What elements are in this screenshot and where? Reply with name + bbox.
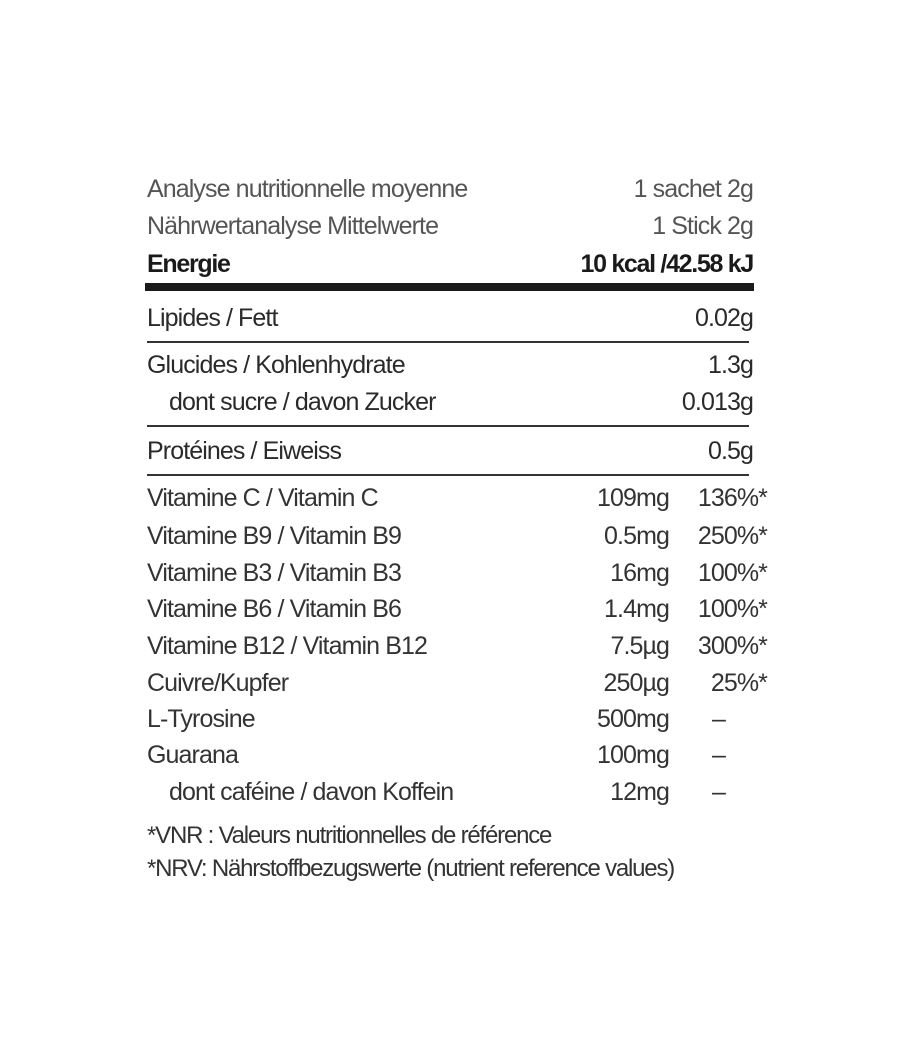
- micro-amount: 500mg: [597, 705, 670, 733]
- footnote-nrv: *NRV: Nährstoffbezugswerte (nutrient ref…: [147, 855, 675, 882]
- divider: [147, 341, 749, 343]
- divider: [147, 425, 749, 427]
- micro-row: Cuivre/Kupfer 250µg 25%*: [147, 666, 768, 700]
- micro-row: Vitamine C / Vitamin C 109mg 136%*: [147, 481, 768, 515]
- serving-size: 1 sachet 2g: [633, 175, 754, 203]
- micro-nrv: 25%*: [710, 669, 768, 697]
- nutrient-value: 0.5g: [707, 437, 754, 465]
- micro-row: Vitamine B3 / Vitamin B3 16mg 100%*: [147, 556, 768, 590]
- header-row-de: Nährwertanalyse Mittelwerte 1 Stick 2g: [147, 209, 754, 243]
- nutrient-label: Glucides / Kohlenhydrate: [147, 351, 406, 379]
- micro-nrv: –: [711, 705, 726, 733]
- sugar-row: dont sucre / davon Zucker 0.013g: [147, 385, 754, 419]
- nutrient-value: 1.3g: [707, 351, 754, 379]
- micro-label: Vitamine B9 / Vitamin B9: [147, 522, 402, 550]
- nutrient-value: 0.02g: [694, 304, 754, 332]
- micro-row: dont caféine / davon Koffein 12mg –: [147, 775, 767, 809]
- serving-size: 1 Stick 2g: [652, 212, 754, 240]
- micro-amount: 16mg: [610, 559, 670, 587]
- header-label: Nährwertanalyse Mittelwerte: [147, 212, 439, 240]
- micro-row: Vitamine B9 / Vitamin B9 0.5mg 250%*: [147, 519, 768, 553]
- carbs-row: Glucides / Kohlenhydrate 1.3g: [147, 348, 754, 382]
- micro-row: Vitamine B12 / Vitamin B12 7.5µg 300%*: [147, 629, 768, 663]
- micro-row: Vitamine B6 / Vitamin B6 1.4mg 100%*: [147, 592, 768, 626]
- micro-nrv: –: [711, 741, 726, 769]
- nutrient-label: dont sucre / davon Zucker: [169, 388, 436, 416]
- nutrient-label: Lipides / Fett: [147, 304, 278, 332]
- micro-nrv: 300%*: [697, 632, 768, 660]
- nutrient-label: Protéines / Eiweiss: [147, 437, 342, 465]
- micro-label: L-Tyrosine: [147, 705, 256, 733]
- micro-nrv: 100%*: [697, 595, 768, 623]
- thick-divider: [145, 283, 754, 291]
- fat-row: Lipides / Fett 0.02g: [147, 301, 754, 335]
- micro-label: dont caféine / davon Koffein: [169, 778, 454, 806]
- micro-amount: 7.5µg: [610, 632, 669, 660]
- micro-amount: 109mg: [597, 484, 670, 512]
- micro-row: Guarana 100mg –: [147, 738, 767, 772]
- header-row-fr: Analyse nutritionnelle moyenne 1 sachet …: [147, 172, 754, 206]
- micro-nrv: –: [711, 778, 726, 806]
- micro-nrv: 100%*: [697, 559, 768, 587]
- micro-label: Cuivre/Kupfer: [147, 669, 289, 697]
- footnote-vnr: *VNR : Valeurs nutritionnelles de référe…: [147, 822, 552, 849]
- micro-nrv: 136%*: [697, 484, 768, 512]
- energy-label: Energie: [147, 250, 231, 278]
- micro-label: Vitamine B6 / Vitamin B6: [147, 595, 402, 623]
- micro-amount: 100mg: [597, 741, 670, 769]
- energy-row: Energie 10 kcal /42.58 kJ: [147, 247, 754, 281]
- micro-row: L-Tyrosine 500mg –: [147, 702, 767, 736]
- energy-value: 10 kcal /42.58 kJ: [580, 250, 754, 278]
- micro-label: Guarana: [147, 741, 239, 769]
- micro-amount: 0.5mg: [604, 522, 670, 550]
- micro-amount: 1.4mg: [604, 595, 670, 623]
- micro-label: Vitamine B12 / Vitamin B12: [147, 632, 428, 660]
- protein-row: Protéines / Eiweiss 0.5g: [147, 434, 754, 468]
- micro-label: Vitamine C / Vitamin C: [147, 484, 379, 512]
- micro-label: Vitamine B3 / Vitamin B3: [147, 559, 402, 587]
- header-label: Analyse nutritionnelle moyenne: [147, 175, 468, 203]
- micro-amount: 12mg: [610, 778, 670, 806]
- micro-amount: 250µg: [603, 669, 669, 697]
- divider: [147, 474, 749, 476]
- micro-nrv: 250%*: [697, 522, 768, 550]
- nutrient-value: 0.013g: [681, 388, 754, 416]
